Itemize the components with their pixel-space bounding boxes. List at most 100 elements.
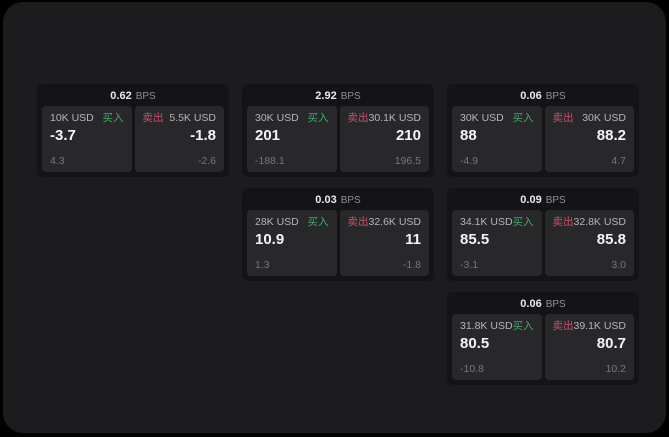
bps-value: 2.92 xyxy=(315,90,337,102)
sell-tag: 卖出 xyxy=(552,112,574,124)
sell-change: 3.0 xyxy=(611,258,626,271)
bps-unit-label: BPS xyxy=(545,194,566,206)
card-body: 34.1K USD 买入 85.5 -3.1 卖出 32.8K USD 85.8… xyxy=(447,210,639,281)
sell-panel-header: 卖出 5.5K USD xyxy=(143,113,217,124)
buy-change: -3.1 xyxy=(460,258,479,271)
buy-price: -3.7 xyxy=(50,126,76,144)
buy-panel[interactable]: 34.1K USD 买入 85.5 -3.1 xyxy=(452,210,542,276)
buy-panel[interactable]: 31.8K USD 买入 80.5 -10.8 xyxy=(452,314,542,380)
card-body: 30K USD 买入 201 -188.1 卖出 30.1K USD 210 1… xyxy=(242,106,434,177)
sell-price: -1.8 xyxy=(190,126,216,144)
sell-price: 85.8 xyxy=(596,230,626,248)
buy-tag: 买入 xyxy=(512,320,534,332)
sell-panel-header: 卖出 32.8K USD xyxy=(553,217,627,228)
bps-unit-label: BPS xyxy=(545,90,566,102)
buy-price: 10.9 xyxy=(255,230,285,248)
card-header: 0.06 BPS xyxy=(447,84,639,106)
sell-size-label: 32.8K USD xyxy=(573,216,627,228)
buy-price: 80.5 xyxy=(460,334,490,352)
bps-unit-label: BPS xyxy=(340,90,361,102)
card-body: 10K USD 买入 -3.7 4.3 卖出 5.5K USD -1.8 -2.… xyxy=(37,106,229,177)
buy-panel-header: 30K USD 买入 xyxy=(460,113,534,124)
card-header: 2.92 BPS xyxy=(242,84,434,106)
sell-change: 4.7 xyxy=(611,154,626,167)
bps-value: 0.62 xyxy=(110,90,132,102)
sell-panel[interactable]: 卖出 5.5K USD -1.8 -2.6 xyxy=(134,106,224,172)
sell-size-label: 39.1K USD xyxy=(573,320,627,332)
buy-panel-header: 28K USD 买入 xyxy=(255,217,329,228)
buy-panel[interactable]: 10K USD 买入 -3.7 4.3 xyxy=(42,106,132,172)
sell-tag: 卖出 xyxy=(347,216,369,228)
card-body: 31.8K USD 买入 80.5 -10.8 卖出 39.1K USD 80.… xyxy=(447,314,639,385)
buy-change: -10.8 xyxy=(460,362,484,375)
sell-price: 11 xyxy=(405,230,421,248)
sell-size-label: 30.1K USD xyxy=(368,112,422,124)
card-header: 0.06 BPS xyxy=(447,292,639,314)
quote-card: 0.03 BPS 28K USD 买入 10.9 1.3 卖出 32.6K US… xyxy=(242,188,434,281)
sell-price: 210 xyxy=(395,126,421,144)
buy-tag: 买入 xyxy=(307,112,329,124)
sell-panel[interactable]: 卖出 39.1K USD 80.7 10.2 xyxy=(544,314,634,380)
buy-panel-header: 10K USD 买入 xyxy=(50,113,124,124)
quote-card: 2.92 BPS 30K USD 买入 201 -188.1 卖出 30.1K … xyxy=(242,84,434,177)
bps-value: 0.03 xyxy=(315,194,337,206)
buy-panel[interactable]: 30K USD 买入 88 -4.9 xyxy=(452,106,542,172)
quotes-grid: 0.62 BPS 10K USD 买入 -3.7 4.3 卖出 5.5K USD… xyxy=(37,84,639,385)
buy-change: -188.1 xyxy=(255,154,285,167)
buy-size-label: 30K USD xyxy=(255,112,299,124)
bps-unit-label: BPS xyxy=(340,194,361,206)
sell-panel[interactable]: 卖出 30.1K USD 210 196.5 xyxy=(339,106,429,172)
sell-tag: 卖出 xyxy=(347,112,369,124)
quotes-panel: 0.62 BPS 10K USD 买入 -3.7 4.3 卖出 5.5K USD… xyxy=(3,2,666,433)
sell-panel-header: 卖出 30K USD xyxy=(553,113,627,124)
buy-tag: 买入 xyxy=(512,216,534,228)
buy-size-label: 30K USD xyxy=(460,112,504,124)
quote-card: 0.06 BPS 31.8K USD 买入 80.5 -10.8 卖出 39.1… xyxy=(447,292,639,385)
sell-change: -2.6 xyxy=(197,154,216,167)
bps-unit-label: BPS xyxy=(545,298,566,310)
bps-unit-label: BPS xyxy=(135,90,156,102)
buy-price: 88 xyxy=(460,126,477,144)
sell-size-label: 32.6K USD xyxy=(368,216,422,228)
sell-price: 88.2 xyxy=(596,126,626,144)
sell-tag: 卖出 xyxy=(552,320,574,332)
card-body: 28K USD 买入 10.9 1.3 卖出 32.6K USD 11 -1.8 xyxy=(242,210,434,281)
quote-card: 0.06 BPS 30K USD 买入 88 -4.9 卖出 30K USD 8… xyxy=(447,84,639,177)
sell-panel[interactable]: 卖出 32.8K USD 85.8 3.0 xyxy=(544,210,634,276)
buy-tag: 买入 xyxy=(102,112,124,124)
bps-value: 0.06 xyxy=(520,298,542,310)
buy-panel[interactable]: 28K USD 买入 10.9 1.3 xyxy=(247,210,337,276)
sell-tag: 卖出 xyxy=(142,112,164,124)
sell-size-label: 30K USD xyxy=(582,112,626,124)
card-header: 0.62 BPS xyxy=(37,84,229,106)
buy-panel[interactable]: 30K USD 买入 201 -188.1 xyxy=(247,106,337,172)
buy-tag: 买入 xyxy=(512,112,534,124)
buy-price: 85.5 xyxy=(460,230,490,248)
sell-panel[interactable]: 卖出 30K USD 88.2 4.7 xyxy=(544,106,634,172)
bps-value: 0.09 xyxy=(520,194,542,206)
quote-card: 0.09 BPS 34.1K USD 买入 85.5 -3.1 卖出 32.8K… xyxy=(447,188,639,281)
sell-tag: 卖出 xyxy=(552,216,574,228)
quote-card: 0.62 BPS 10K USD 买入 -3.7 4.3 卖出 5.5K USD… xyxy=(37,84,229,177)
bps-value: 0.06 xyxy=(520,90,542,102)
card-body: 30K USD 买入 88 -4.9 卖出 30K USD 88.2 4.7 xyxy=(447,106,639,177)
buy-size-label: 28K USD xyxy=(255,216,299,228)
sell-change: -1.8 xyxy=(402,258,421,271)
card-header: 0.09 BPS xyxy=(447,188,639,210)
buy-change: 4.3 xyxy=(50,154,65,167)
sell-change: 10.2 xyxy=(605,362,626,375)
buy-panel-header: 31.8K USD 买入 xyxy=(460,321,534,332)
sell-change: 196.5 xyxy=(394,154,421,167)
sell-price: 80.7 xyxy=(596,334,626,352)
buy-tag: 买入 xyxy=(307,216,329,228)
sell-panel-header: 卖出 30.1K USD xyxy=(348,113,422,124)
buy-change: 1.3 xyxy=(255,258,270,271)
buy-change: -4.9 xyxy=(460,154,479,167)
sell-panel-header: 卖出 32.6K USD xyxy=(348,217,422,228)
sell-size-label: 5.5K USD xyxy=(169,112,216,124)
buy-size-label: 10K USD xyxy=(50,112,94,124)
sell-panel[interactable]: 卖出 32.6K USD 11 -1.8 xyxy=(339,210,429,276)
buy-panel-header: 34.1K USD 买入 xyxy=(460,217,534,228)
card-header: 0.03 BPS xyxy=(242,188,434,210)
